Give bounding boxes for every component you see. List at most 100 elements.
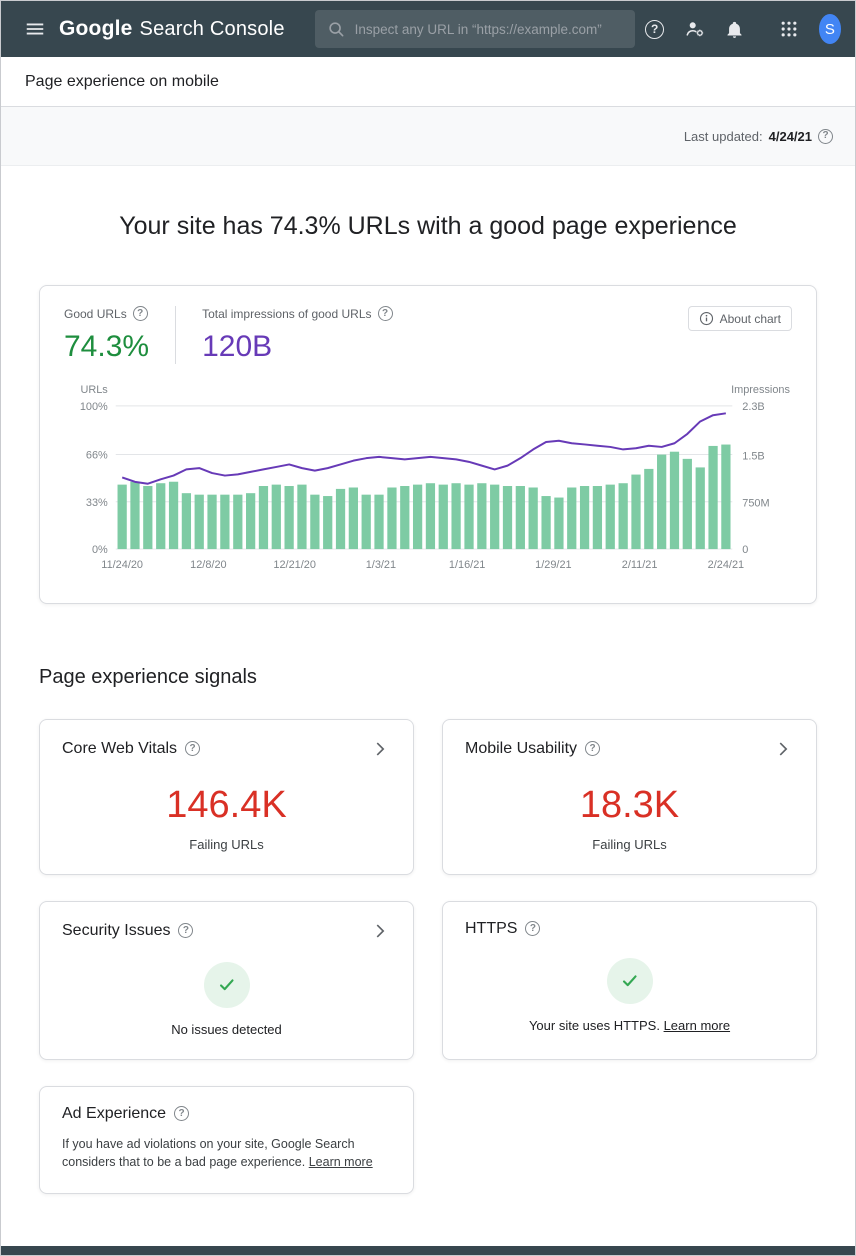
notifications-button[interactable] [715, 9, 755, 49]
svg-text:2.3B: 2.3B [742, 401, 764, 413]
metric-caption: Failing URLs [189, 836, 264, 852]
card-core-web-vitals[interactable]: Core Web Vitals ? 146.4K Failing URLs [39, 718, 414, 875]
card-title: Security Issues [62, 921, 171, 939]
svg-text:33%: 33% [86, 497, 108, 509]
chevron-right-icon[interactable] [772, 738, 794, 760]
https-status-text: Your site uses HTTPS. [528, 1017, 660, 1033]
bell-icon [727, 21, 742, 38]
logo-google-text: Google [59, 17, 133, 40]
last-updated-help-icon[interactable]: ? [818, 128, 833, 144]
check-circle [606, 957, 653, 1004]
svg-text:12/21/20: 12/21/20 [273, 559, 316, 571]
good-urls-value: 74.3% [64, 330, 150, 363]
svg-text:1/16/21: 1/16/21 [449, 559, 485, 571]
card-ad-experience: Ad Experience ? If you have ad violation… [39, 1085, 414, 1195]
card-title: Mobile Usability [465, 739, 578, 757]
signals-card-grid: Core Web Vitals ? 146.4K Failing URLs Mo… [39, 718, 817, 1234]
chart-card-header: Good URLs ? 74.3% Total impressions of g… [64, 306, 792, 364]
breadcrumb: Page experience on mobile [1, 57, 855, 107]
impressions-help-icon[interactable]: ? [377, 306, 393, 321]
svg-text:URLs: URLs [80, 384, 108, 396]
card-header: Mobile Usability ? [465, 738, 794, 760]
card-header: Ad Experience ? [62, 1105, 391, 1123]
mobile-usability-help-icon[interactable]: ? [585, 741, 601, 757]
good-urls-help-icon[interactable]: ? [132, 306, 148, 321]
url-inspect-searchbox[interactable] [314, 10, 635, 48]
security-issues-help-icon[interactable]: ? [178, 923, 194, 939]
good-urls-label: Good URLs [64, 306, 127, 321]
page-experience-chart-card: Good URLs ? 74.3% Total impressions of g… [39, 285, 817, 604]
chevron-right-icon[interactable] [369, 738, 391, 760]
impressions-value: 120B [202, 330, 273, 363]
card-header: Security Issues ? [62, 920, 391, 942]
ad-experience-body: If you have ad violations on your site, … [62, 1135, 391, 1171]
card-mobile-usability[interactable]: Mobile Usability ? 18.3K Failing URLs [442, 718, 817, 875]
card-title: Core Web Vitals [62, 739, 178, 757]
https-help-icon[interactable]: ? [525, 921, 541, 937]
app-header: Google Search Console ? [1, 1, 855, 57]
svg-text:100%: 100% [80, 401, 108, 413]
product-logo[interactable]: Google Search Console [59, 17, 285, 41]
svg-text:0: 0 [742, 544, 748, 556]
check-icon [219, 979, 234, 991]
failing-urls-count: 18.3K [579, 783, 680, 826]
ad-experience-text: If you have ad violations on your site, … [62, 1136, 355, 1169]
info-icon [699, 311, 713, 326]
svg-text:12/8/20: 12/8/20 [190, 559, 226, 571]
svg-text:Impressions: Impressions [731, 384, 790, 396]
svg-text:1.5B: 1.5B [742, 451, 764, 463]
card-title: HTTPS [465, 919, 518, 937]
last-updated-label: Last updated: [683, 128, 763, 144]
hamburger-menu-button[interactable] [15, 9, 55, 49]
impressions-label: Total impressions of good URLs [202, 306, 372, 321]
failing-urls-count: 146.4K [166, 783, 287, 826]
svg-text:11/24/20: 11/24/20 [101, 559, 143, 571]
status-text: No issues detected [171, 1021, 282, 1037]
footer-strip [1, 1246, 855, 1255]
help-icon: ? [645, 19, 665, 39]
good-urls-stat: Good URLs ? 74.3% [64, 306, 149, 364]
user-settings-icon [686, 22, 703, 37]
impressions-stat: Total impressions of good URLs ? 120B [202, 306, 393, 364]
search-icon [328, 22, 344, 37]
card-security-issues[interactable]: Security Issues ? No issues detected [39, 900, 414, 1060]
signals-section-title: Page experience signals [39, 665, 257, 688]
card-https: HTTPS ? Your site uses HTTPS. Learn more [442, 900, 817, 1060]
google-apps-button[interactable] [769, 9, 809, 49]
stat-divider [175, 306, 177, 364]
svg-text:2/24/21: 2/24/21 [708, 559, 744, 571]
core-web-vitals-help-icon[interactable]: ? [185, 741, 201, 757]
ad-experience-help-icon[interactable]: ? [174, 1106, 190, 1122]
card-title: Ad Experience [62, 1104, 167, 1122]
status-check-wrap [62, 961, 391, 1008]
about-chart-button[interactable]: About chart [687, 306, 792, 331]
impressions-label-row: Total impressions of good URLs ? [202, 306, 393, 321]
apps-grid-icon [781, 21, 797, 37]
last-updated-date: 4/24/21 [768, 128, 812, 144]
chevron-right-icon[interactable] [369, 920, 391, 942]
card-header: Core Web Vitals ? [62, 738, 391, 760]
account-avatar[interactable]: S [818, 14, 841, 44]
status-text: Your site uses HTTPS. Learn more [465, 1018, 794, 1033]
user-settings-button[interactable] [675, 9, 715, 49]
status-check-wrap [465, 957, 794, 1004]
help-button[interactable]: ? [635, 9, 675, 49]
svg-text:1/3/21: 1/3/21 [366, 559, 396, 571]
hamburger-icon [26, 23, 44, 35]
logo-product-text: Search Console [139, 18, 285, 40]
metric-caption: Failing URLs [592, 836, 667, 852]
page-title: Page experience on mobile [25, 72, 219, 90]
check-circle [203, 961, 250, 1008]
ad-experience-learn-more-link[interactable]: Learn more [308, 1154, 373, 1169]
url-inspect-input[interactable] [354, 21, 623, 37]
svg-text:0%: 0% [92, 544, 108, 556]
svg-text:66%: 66% [86, 450, 108, 462]
good-urls-label-row: Good URLs ? [64, 306, 149, 321]
svg-text:1/29/21: 1/29/21 [535, 559, 571, 571]
https-learn-more-link[interactable]: Learn more [663, 1017, 731, 1033]
svg-text:2/11/21: 2/11/21 [622, 559, 658, 571]
main-content: Your site has 74.3% URLs with a good pag… [1, 166, 855, 1246]
summary-headline: Your site has 74.3% URLs with a good pag… [119, 212, 737, 240]
last-updated-bar: Last updated: 4/24/21 ? [1, 107, 855, 166]
